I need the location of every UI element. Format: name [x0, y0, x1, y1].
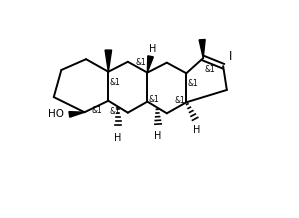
Text: I: I	[229, 50, 232, 63]
Text: H: H	[193, 126, 201, 135]
Text: &1: &1	[204, 65, 215, 74]
Polygon shape	[105, 50, 112, 72]
Text: &1: &1	[175, 96, 185, 105]
Polygon shape	[199, 39, 205, 58]
Text: H: H	[115, 133, 122, 143]
Polygon shape	[147, 56, 153, 72]
Text: &1: &1	[135, 58, 146, 67]
Text: &1: &1	[187, 79, 198, 88]
Text: &1: &1	[109, 78, 120, 87]
Text: H: H	[149, 44, 156, 54]
Polygon shape	[69, 112, 85, 117]
Text: &1: &1	[148, 95, 159, 104]
Text: &1: &1	[109, 107, 120, 116]
Text: &1: &1	[91, 106, 102, 115]
Text: H: H	[155, 131, 162, 141]
Text: HO: HO	[48, 109, 64, 119]
